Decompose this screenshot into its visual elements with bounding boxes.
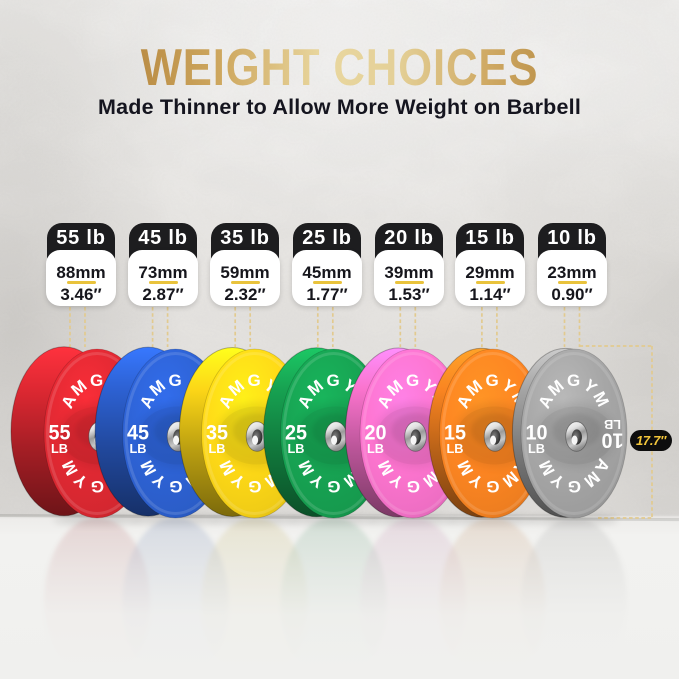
svg-text:10: 10 (526, 422, 548, 445)
svg-text:35: 35 (206, 422, 228, 445)
svg-text:LB: LB (447, 442, 464, 456)
svg-text:25: 25 (285, 422, 307, 445)
svg-text:LB: LB (604, 417, 621, 431)
svg-text:LB: LB (367, 442, 384, 456)
svg-text:10: 10 (602, 429, 624, 452)
svg-text:LB: LB (130, 442, 147, 456)
svg-text:45: 45 (127, 422, 149, 445)
svg-text:20: 20 (365, 422, 387, 445)
svg-text:LB: LB (209, 442, 226, 456)
svg-text:LB: LB (51, 442, 68, 456)
svg-text:15: 15 (444, 422, 466, 445)
svg-text:LB: LB (288, 442, 305, 456)
svg-text:LB: LB (528, 442, 545, 456)
svg-text:55: 55 (49, 422, 71, 445)
